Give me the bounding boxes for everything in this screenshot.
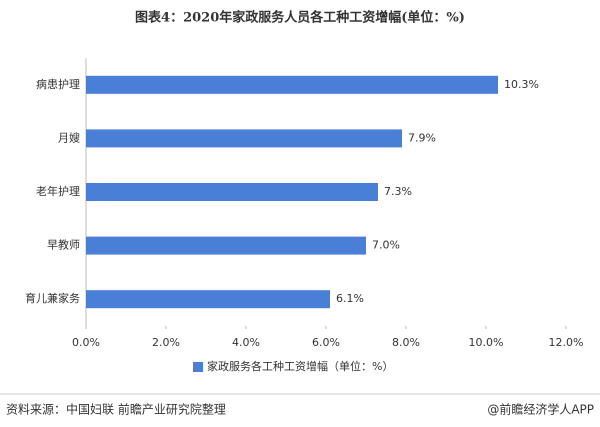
x-tick-label: 2.0% <box>152 336 180 349</box>
value-label: 7.0% <box>372 239 400 252</box>
bar <box>86 290 330 309</box>
bar <box>86 129 402 148</box>
value-label: 7.3% <box>384 185 412 198</box>
x-tick-label: 6.0% <box>312 336 340 349</box>
value-label: 7.9% <box>408 131 436 144</box>
chart-title: 图表4：2020年家政服务人员各工种工资增幅(单位：%) <box>135 10 465 26</box>
bar <box>86 236 366 255</box>
value-label: 10.3% <box>504 78 539 91</box>
brand: @前瞻经济学人APP <box>487 402 594 417</box>
legend-swatch <box>193 362 203 372</box>
bar <box>86 75 498 94</box>
source: 资料来源：中国妇联 前瞻产业研究院整理 <box>6 402 226 417</box>
legend-label: 家政服务各工种工资增幅（单位：%） <box>207 359 393 373</box>
x-tick-label: 4.0% <box>232 336 260 349</box>
y-tick-label: 月嫂 <box>58 131 80 144</box>
y-tick-label: 早教师 <box>47 239 80 252</box>
value-label: 6.1% <box>336 292 364 305</box>
x-tick-label: 8.0% <box>392 336 420 349</box>
x-tick-label: 10.0% <box>469 336 504 349</box>
y-tick-label: 老年护理 <box>36 184 80 198</box>
y-tick-label: 育儿兼家务 <box>25 291 80 305</box>
x-tick-label: 0.0% <box>72 336 100 349</box>
x-tick-label: 12.0% <box>549 336 584 349</box>
y-tick-label: 病患护理 <box>36 77 80 91</box>
bar <box>86 183 378 201</box>
